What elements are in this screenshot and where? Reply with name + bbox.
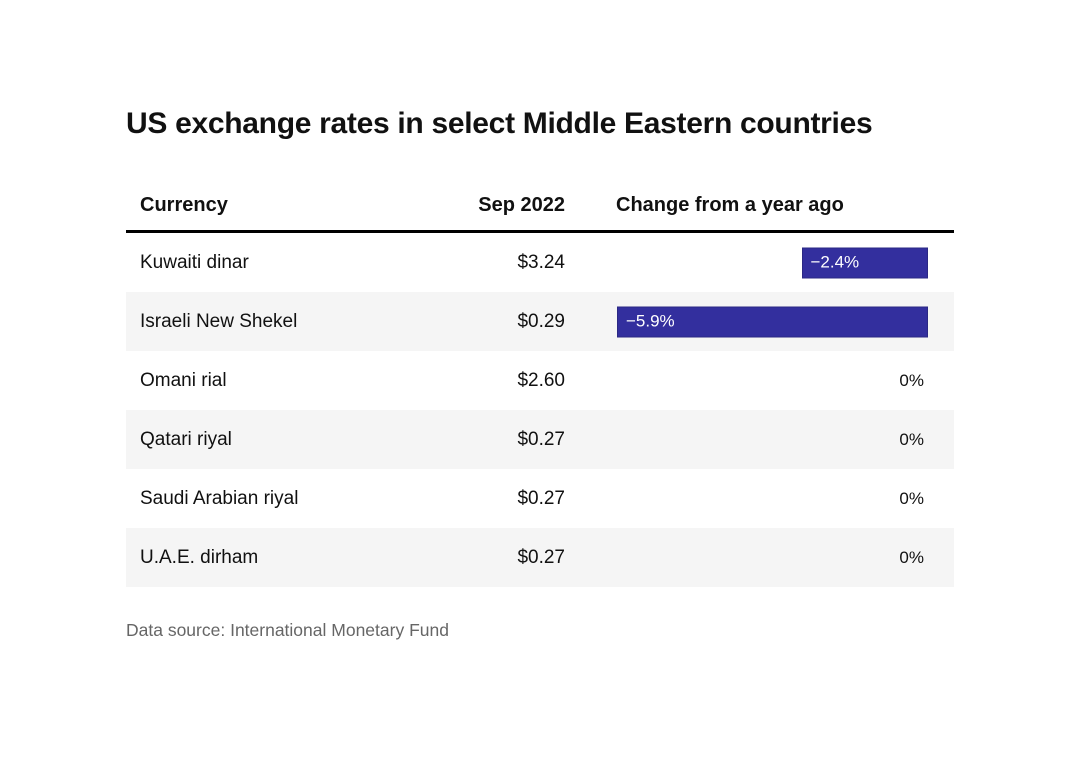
currency-cell: U.A.E. dirham <box>140 546 259 568</box>
table-row: Omani rial $2.60 0% <box>126 351 954 410</box>
table-row: Israeli New Shekel $0.29 −5.9% <box>126 292 954 351</box>
rate-cell: $0.27 <box>517 428 565 450</box>
change-cell: −5.9% <box>565 292 954 351</box>
table-row: Saudi Arabian riyal $0.27 0% <box>126 469 954 528</box>
change-bar-label: −2.4% <box>810 252 860 272</box>
currency-cell: Saudi Arabian riyal <box>140 487 299 509</box>
change-bar-label: 0% <box>899 429 924 449</box>
rate-cell: $0.27 <box>517 487 565 509</box>
table-row: U.A.E. dirham $0.27 0% <box>126 528 954 587</box>
page-title: US exchange rates in select Middle Easte… <box>126 107 873 140</box>
table-row: Qatari riyal $0.27 0% <box>126 410 954 469</box>
rate-cell: $0.29 <box>517 310 565 332</box>
table-body: Kuwaiti dinar $3.24 −2.4% Israeli New Sh… <box>126 233 954 587</box>
rate-cell: $2.60 <box>517 369 565 391</box>
change-cell: 0% <box>565 351 954 410</box>
table-row: Kuwaiti dinar $3.24 −2.4% <box>126 233 954 292</box>
change-cell: 0% <box>565 410 954 469</box>
currency-cell: Kuwaiti dinar <box>140 251 249 273</box>
change-bar-label: 0% <box>899 488 924 508</box>
currency-cell: Omani rial <box>140 369 227 391</box>
change-cell: 0% <box>565 528 954 587</box>
table-header-row: Currency Sep 2022 Change from a year ago <box>126 144 954 233</box>
change-bar-label: 0% <box>899 547 924 567</box>
change-bar: −2.4% <box>801 247 928 278</box>
content-area: US exchange rates in select Middle Easte… <box>126 0 954 641</box>
currency-cell: Israeli New Shekel <box>140 310 298 332</box>
change-bar-label: −5.9% <box>626 311 675 331</box>
column-header-change: Change from a year ago <box>616 194 844 216</box>
rate-cell: $0.27 <box>517 546 565 568</box>
rate-cell: $3.24 <box>517 251 565 273</box>
change-bar-label: 0% <box>899 370 924 390</box>
column-header-currency: Currency <box>140 194 228 216</box>
change-cell: 0% <box>565 469 954 528</box>
currency-cell: Qatari riyal <box>140 428 232 450</box>
column-header-rate: Sep 2022 <box>478 194 565 216</box>
change-bar: −5.9% <box>617 306 928 337</box>
change-cell: −2.4% <box>565 233 954 292</box>
data-source-note: Data source: International Monetary Fund <box>126 620 449 640</box>
